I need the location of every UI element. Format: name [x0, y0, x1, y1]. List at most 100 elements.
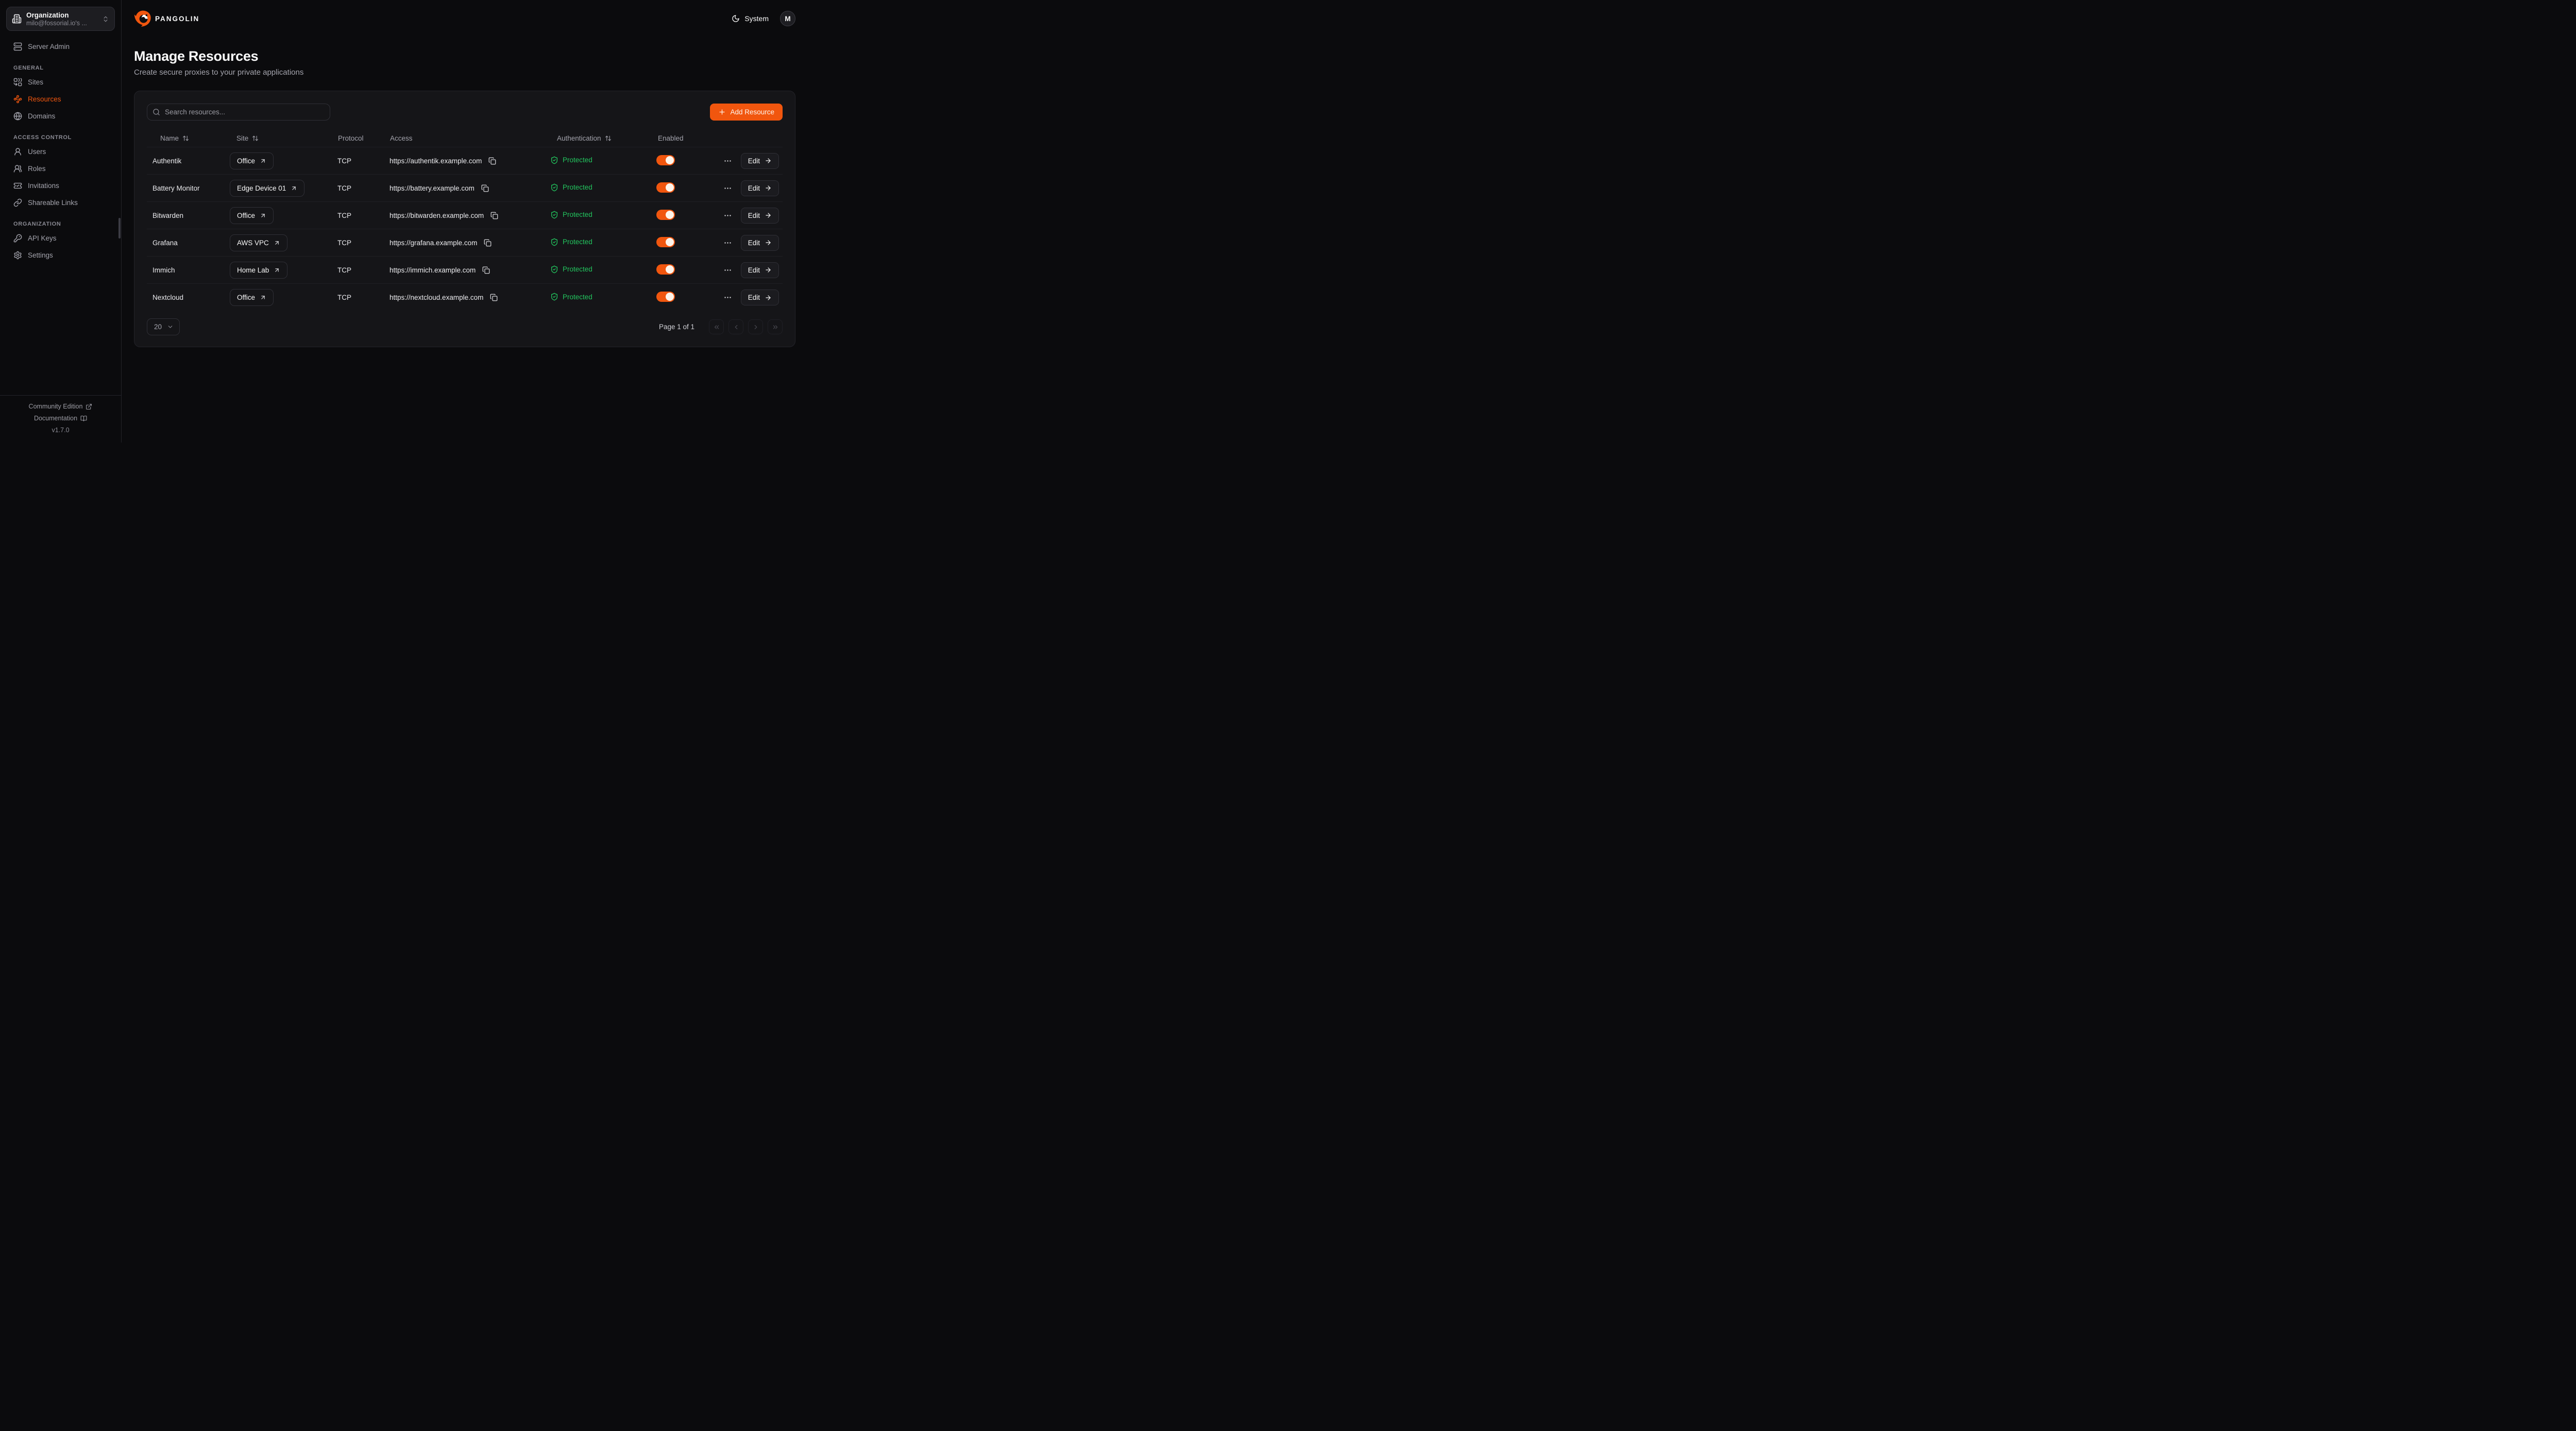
documentation-link[interactable]: Documentation: [34, 413, 87, 424]
enabled-toggle[interactable]: [656, 182, 675, 193]
sidebar-item-shareable-links[interactable]: Shareable Links: [6, 194, 115, 211]
sort-button-name[interactable]: Name: [154, 129, 195, 147]
page-title: Manage Resources: [134, 48, 259, 64]
site-link-button[interactable]: Edge Device 01: [230, 179, 305, 197]
avatar[interactable]: M: [780, 11, 795, 26]
sidebar-item-roles[interactable]: Roles: [6, 160, 115, 177]
column-header-authentication: Authentication: [550, 129, 656, 147]
external-link-icon: [86, 403, 92, 410]
row-menu-button[interactable]: [723, 238, 732, 247]
sidebar-item-label: Server Admin: [28, 43, 70, 50]
app-root: Organization milo@fossorial.io's ... Ser…: [0, 0, 808, 442]
resource-url: https://battery.example.com: [389, 184, 474, 192]
auth-status-badge: Protected: [550, 293, 592, 301]
enabled-toggle[interactable]: [656, 155, 675, 165]
table-body: Authentik Office TCP https://authentik.exam…: [147, 147, 783, 311]
row-menu-button[interactable]: [723, 293, 732, 302]
auth-status-badge: Protected: [550, 156, 592, 164]
edit-button[interactable]: Edit: [740, 262, 779, 278]
sidebar-item-resources[interactable]: Resources: [6, 91, 115, 108]
nav-section-label: ORGANIZATION: [13, 221, 61, 227]
row-menu-button[interactable]: [723, 157, 732, 165]
sidebar-item-invitations[interactable]: Invitations: [6, 177, 115, 194]
pagination: 20 Page 1 of 1: [147, 318, 783, 335]
auth-status-badge: Protected: [550, 183, 592, 192]
table-row: Grafana AWS VPC TCP https://grafana.example…: [147, 229, 783, 257]
copy-url-button[interactable]: [482, 266, 490, 274]
arrow-right-icon: [765, 212, 772, 219]
copy-url-button[interactable]: [488, 157, 496, 165]
table-row: Authentik Office TCP https://authentik.exam…: [147, 147, 783, 175]
sort-icon: [182, 135, 189, 142]
resource-url: https://nextcloud.example.com: [389, 294, 484, 301]
site-link-button[interactable]: Office: [230, 207, 274, 224]
page-size-select[interactable]: 20: [147, 318, 180, 335]
next-page-button[interactable]: [748, 319, 763, 334]
link-icon: [13, 198, 22, 207]
site-link-button[interactable]: Office: [230, 289, 274, 306]
column-header-enabled: Enabled: [658, 134, 684, 142]
arrow-up-right-icon: [260, 212, 266, 219]
copy-url-button[interactable]: [484, 239, 492, 247]
resource-protocol: TCP: [337, 211, 351, 219]
site-link-button[interactable]: AWS VPC: [230, 234, 287, 251]
resource-url: https://bitwarden.example.com: [389, 211, 484, 219]
users-icon: [13, 164, 22, 173]
shield-check-icon: [550, 183, 558, 192]
community-edition-link[interactable]: Community Edition: [29, 401, 93, 413]
sidebar-item-server-admin[interactable]: Server Admin: [6, 38, 115, 55]
row-menu-button[interactable]: [723, 266, 732, 275]
copy-url-button[interactable]: [490, 294, 498, 301]
edit-button[interactable]: Edit: [740, 152, 779, 169]
sidebar-item-api-keys[interactable]: API Keys: [6, 230, 115, 247]
arrow-right-icon: [765, 266, 772, 274]
book-open-icon: [80, 415, 87, 422]
enabled-toggle[interactable]: [656, 264, 675, 275]
row-menu-button[interactable]: [723, 211, 732, 220]
theme-toggle[interactable]: System: [732, 14, 769, 23]
edit-button[interactable]: Edit: [740, 234, 779, 251]
site-link-button[interactable]: Office: [230, 152, 274, 169]
prev-page-button[interactable]: [728, 319, 743, 334]
edit-button[interactable]: Edit: [740, 180, 779, 196]
chevrons-left-icon: [713, 323, 720, 331]
arrow-up-right-icon: [260, 158, 266, 164]
first-page-button[interactable]: [709, 319, 724, 334]
add-resource-button[interactable]: Add Resource: [710, 104, 783, 121]
enabled-toggle[interactable]: [656, 209, 675, 220]
last-page-button[interactable]: [768, 319, 783, 334]
sidebar: Organization milo@fossorial.io's ... Ser…: [0, 0, 122, 442]
server-icon: [13, 42, 22, 51]
auth-status-badge: Protected: [550, 265, 592, 274]
sidebar-item-users[interactable]: Users: [6, 143, 115, 160]
sidebar-item-domains[interactable]: Domains: [6, 108, 115, 125]
sort-button-authentication[interactable]: Authentication: [551, 129, 618, 147]
resource-name: Nextcloud: [152, 294, 184, 301]
sidebar-scrollbar[interactable]: [118, 218, 121, 238]
site-link-button[interactable]: Home Lab: [230, 261, 288, 279]
sidebar-item-settings[interactable]: Settings: [6, 247, 115, 264]
resource-url: https://authentik.example.com: [389, 157, 482, 165]
resource-name: Grafana: [152, 238, 178, 247]
sidebar-item-sites[interactable]: Sites: [6, 74, 115, 91]
edit-button[interactable]: Edit: [740, 289, 779, 305]
arrow-up-right-icon: [291, 185, 297, 192]
edit-button[interactable]: Edit: [740, 207, 779, 224]
row-menu-button[interactable]: [723, 184, 732, 193]
search-input[interactable]: [147, 104, 330, 121]
resource-url: https://immich.example.com: [389, 266, 476, 274]
brand: PANGOLIN: [134, 10, 199, 27]
plus-icon: [718, 108, 726, 116]
org-selector[interactable]: Organization milo@fossorial.io's ...: [6, 7, 115, 31]
sort-button-site[interactable]: Site: [230, 129, 265, 147]
copy-url-button[interactable]: [481, 184, 489, 192]
enabled-toggle[interactable]: [656, 236, 675, 247]
moon-icon: [732, 14, 740, 23]
copy-url-button[interactable]: [490, 212, 498, 219]
waypoints-icon: [13, 95, 22, 104]
column-header-site: Site: [230, 129, 337, 147]
gear-icon: [13, 251, 22, 260]
brand-name: PANGOLIN: [155, 14, 200, 23]
shield-check-icon: [550, 238, 558, 246]
enabled-toggle[interactable]: [656, 292, 675, 302]
